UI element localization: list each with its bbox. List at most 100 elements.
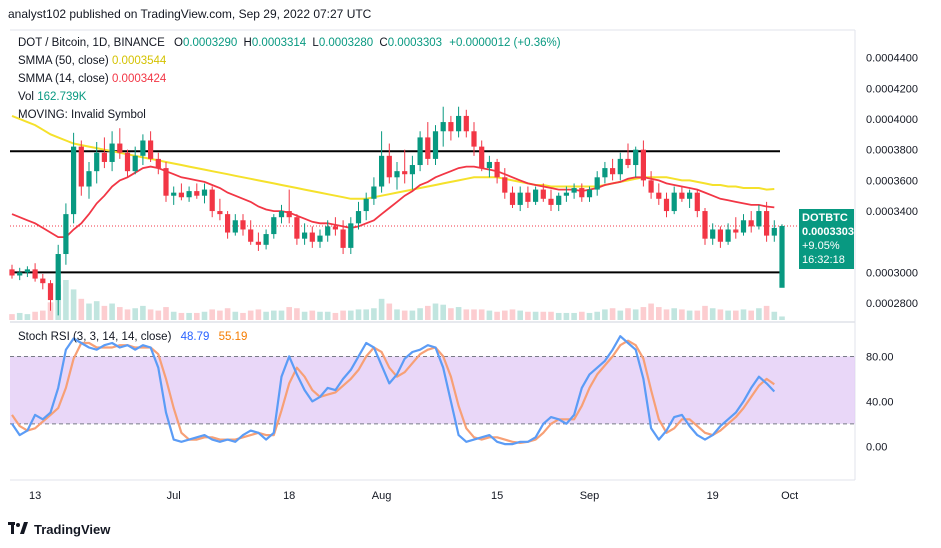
candle [325,220,331,242]
volume-bar [386,303,393,320]
candle [494,158,500,184]
candle [617,152,623,181]
last-price-change: +9.05% [802,240,840,252]
volume-bar [340,310,346,320]
price-axis-label-5: 0.0003400 [866,206,918,218]
volume-bar [16,312,23,320]
volume-bar [702,305,708,320]
moving-row[interactable]: MOVING: Invalid Symbol [18,106,561,124]
ohlc-high: 0.0003314 [251,37,307,49]
ohlc-open-key: O [173,37,183,49]
candle [124,149,131,178]
last-price-tag: DOTBTC 0.0003303 +9.05% 16:32:18 [799,209,854,269]
tradingview-brand[interactable]: TradingView [8,521,110,537]
price-axis-label-6: 0.0003000 [866,267,918,279]
symbol-title[interactable]: DOT / Bitcoin, 1D, BINANCE [18,37,165,49]
volume-value: 162.739K [37,91,87,103]
candle [109,131,115,172]
volume-bar [301,311,308,320]
candle [702,207,708,245]
stoch-rsi-legend[interactable]: Stoch RSI (3, 3, 14, 14, close) 48.79 55… [18,331,247,343]
candle [255,232,261,251]
volume-bar [63,280,69,320]
volume-bar [271,310,277,320]
volume-bar [602,309,608,320]
stoch-rsi-k-value: 48.79 [180,331,210,343]
candle [94,142,100,184]
candle [163,161,169,202]
publisher-header: analyst102 published on TradingView.com,… [8,7,372,21]
candle [24,266,30,278]
stoch-rsi-axis-label-0: 80.00 [866,351,894,363]
volume-bar [563,312,570,320]
sma14-row[interactable]: SMMA (14, close) 0.0003424 [18,70,561,88]
volume-bar [779,316,785,320]
candle [648,171,654,199]
volume-bar [771,311,778,320]
volume-bar [686,310,693,320]
candle [602,161,608,184]
candle [225,211,231,239]
stoch-rsi-k-line [11,335,776,446]
volume-bar [417,308,423,320]
volume-bar [324,311,331,320]
volume-bar [378,298,385,320]
volume-bar [656,307,662,320]
volume-bar [725,310,731,320]
volume-bar [124,309,131,320]
candle [132,146,138,175]
volume-bar [540,311,547,320]
candle [317,229,323,248]
volume-bar [432,303,439,320]
volume-row[interactable]: Vol 162.739K [18,88,561,106]
last-price-value: 0.0003303 [802,226,854,238]
candle [586,186,593,202]
volume-bar [278,310,285,320]
volume-bar [24,314,31,320]
candle [71,132,77,224]
volume-bar [101,305,108,320]
candle [448,115,454,141]
candle [379,131,385,193]
candle [355,201,362,230]
moving-label: MOVING: Invalid Symbol [18,109,146,121]
candle [340,220,346,255]
volume-label: Vol [18,91,34,103]
volume-bar [294,308,300,320]
candle [232,214,238,236]
volume-bar [209,309,215,320]
volume-bar [194,312,200,320]
candle [571,183,577,199]
candle [294,214,300,245]
volume-bar [409,310,416,320]
volume-bar [709,308,716,320]
time-axis-label-0: 13 [29,490,41,502]
volume-bar [147,309,154,320]
ohlc-close-key: C [379,37,388,49]
sma50-row[interactable]: SMMA (50, close) 0.0003544 [18,52,561,70]
candle [309,226,315,248]
candle [479,140,485,172]
candle [656,183,662,205]
main-legend: DOT / Bitcoin, 1D, BINANCE O0.0003290 H0… [18,34,561,124]
sma14-label: SMMA (14, close) [18,73,109,85]
volume-bar [240,312,246,320]
volume-bar [117,307,123,320]
volume-bar [363,309,369,320]
volume-bar [717,309,724,320]
volume-bar [471,309,477,320]
volume-bar [93,301,100,320]
volume-bar [78,298,85,320]
volume-bar [9,314,15,320]
volume-bar [502,310,508,320]
candle [371,177,377,205]
volume-bar [486,310,493,320]
candle [663,192,670,218]
candle [402,149,408,184]
candle [710,223,716,245]
time-axis-label-2: 18 [283,490,295,502]
candle [486,155,492,178]
volume-bar [217,310,223,320]
ohlc-open: 0.0003290 [182,37,238,49]
